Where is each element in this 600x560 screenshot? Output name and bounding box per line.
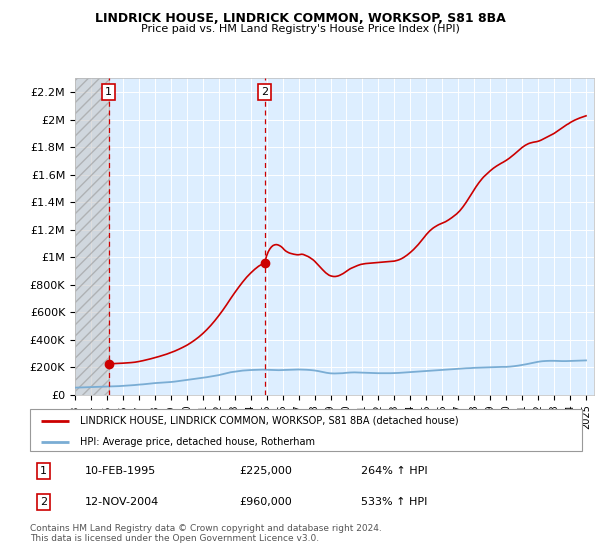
Text: HPI: Average price, detached house, Rotherham: HPI: Average price, detached house, Roth… (80, 437, 314, 446)
Text: LINDRICK HOUSE, LINDRICK COMMON, WORKSOP, S81 8BA: LINDRICK HOUSE, LINDRICK COMMON, WORKSOP… (95, 12, 505, 25)
Text: 2: 2 (40, 497, 47, 507)
Text: 10-FEB-1995: 10-FEB-1995 (85, 466, 157, 476)
Text: 12-NOV-2004: 12-NOV-2004 (85, 497, 160, 507)
Text: LINDRICK HOUSE, LINDRICK COMMON, WORKSOP, S81 8BA (detached house): LINDRICK HOUSE, LINDRICK COMMON, WORKSOP… (80, 416, 458, 426)
Text: £225,000: £225,000 (240, 466, 293, 476)
FancyBboxPatch shape (30, 409, 582, 451)
Text: 1: 1 (40, 466, 47, 476)
Text: 533% ↑ HPI: 533% ↑ HPI (361, 497, 428, 507)
Text: 264% ↑ HPI: 264% ↑ HPI (361, 466, 428, 476)
Bar (75, 78, 109, 395)
Text: 1: 1 (105, 87, 112, 97)
Text: Contains HM Land Registry data © Crown copyright and database right 2024.
This d: Contains HM Land Registry data © Crown c… (30, 524, 382, 543)
Text: Price paid vs. HM Land Registry's House Price Index (HPI): Price paid vs. HM Land Registry's House … (140, 24, 460, 34)
Text: £960,000: £960,000 (240, 497, 293, 507)
Text: 2: 2 (261, 87, 268, 97)
